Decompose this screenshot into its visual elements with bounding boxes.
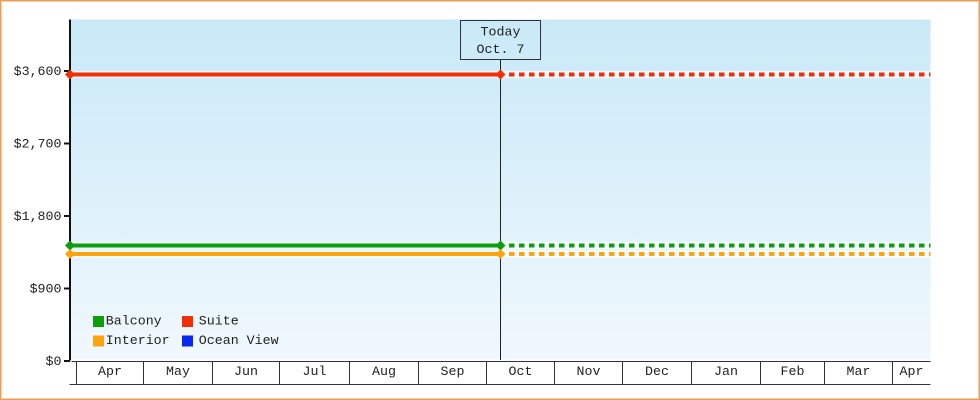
svg-text:Today: Today [481,24,521,39]
svg-text:$1,800: $1,800 [14,209,62,224]
svg-text:Interior: Interior [106,333,170,348]
svg-text:Aug: Aug [372,364,396,379]
svg-text:Suite: Suite [199,314,239,329]
svg-text:Apr: Apr [98,364,122,379]
svg-text:Oct: Oct [509,364,533,379]
svg-text:May: May [166,364,190,379]
svg-text:$2,700: $2,700 [14,136,62,151]
svg-text:Jan: Jan [714,364,738,379]
svg-text:Jul: Jul [303,364,327,379]
svg-text:$900: $900 [30,281,62,296]
svg-text:Feb: Feb [781,364,805,379]
svg-text:$0: $0 [46,354,62,369]
svg-text:$3,600: $3,600 [14,64,62,79]
svg-text:Mar: Mar [847,364,871,379]
svg-text:Balcony: Balcony [106,314,162,329]
svg-text:Oct. 7: Oct. 7 [477,42,525,57]
svg-text:Dec: Dec [645,364,669,379]
svg-text:Jun: Jun [234,364,258,379]
svg-text:Nov: Nov [577,364,601,379]
svg-text:Sep: Sep [441,364,465,379]
svg-text:Ocean View: Ocean View [199,333,279,348]
svg-text:Apr: Apr [900,364,924,379]
